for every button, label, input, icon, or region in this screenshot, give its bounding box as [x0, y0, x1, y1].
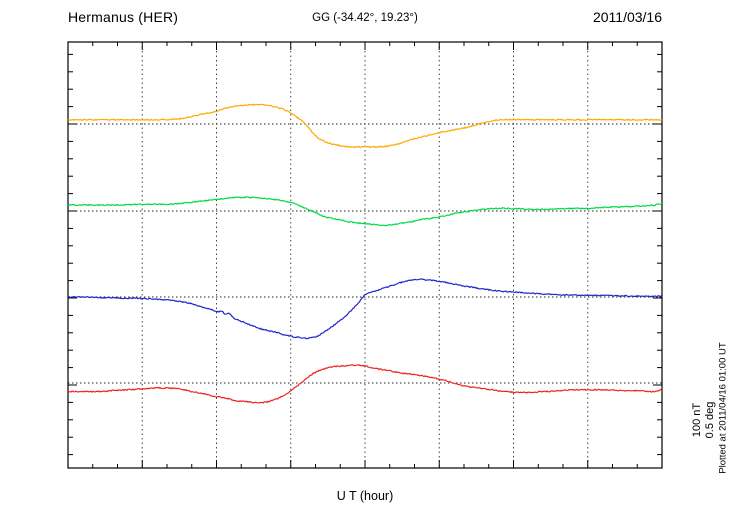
- station-title: Hermanus (HER): [68, 9, 179, 25]
- trace-D: [67, 278, 663, 340]
- trace-H: [67, 196, 663, 227]
- geographic-coordinates: GG (-34.42°, 19.23°): [312, 12, 418, 24]
- scale-bar-label-deg: 0.5 deg: [704, 401, 716, 439]
- x-axis-title: U T (hour): [336, 489, 394, 503]
- scale-bar-label: 100 nT 0.5 deg: [691, 402, 717, 439]
- trace-F: [67, 103, 663, 149]
- plot-date: 2011/03/16: [592, 9, 662, 25]
- plotted-at-watermark: Plotted at 2011/04/16 01:00 UT: [717, 342, 729, 474]
- scale-bar-label-nt: 100 nT: [691, 402, 703, 438]
- plot-frame: [67, 41, 663, 469]
- trace-Z: [67, 364, 663, 404]
